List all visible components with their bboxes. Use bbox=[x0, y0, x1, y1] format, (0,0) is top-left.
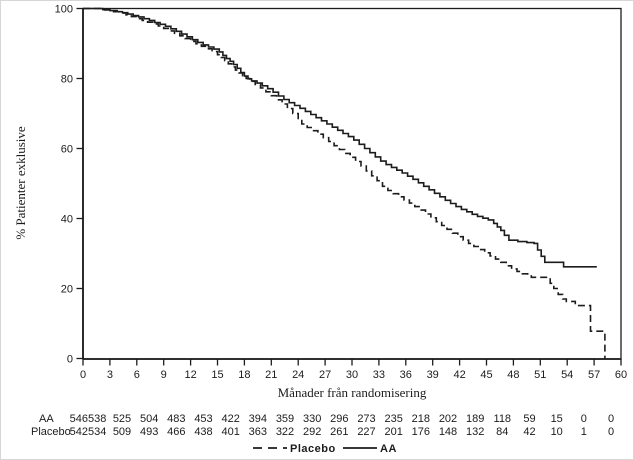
x-tick-label: 3 bbox=[107, 369, 113, 381]
risk-row-label-placebo: Placebo bbox=[31, 426, 71, 438]
risk-count-placebo: 509 bbox=[113, 426, 131, 438]
risk-row-label-aa: AA bbox=[39, 413, 54, 425]
risk-count-aa: 483 bbox=[167, 413, 185, 425]
risk-count-placebo: 493 bbox=[140, 426, 158, 438]
risk-count-aa: 453 bbox=[194, 413, 212, 425]
x-tick-label: 0 bbox=[80, 369, 86, 381]
x-tick-label: 21 bbox=[265, 369, 277, 381]
x-tick-label: 39 bbox=[427, 369, 439, 381]
chart-legend: Placebo AA bbox=[253, 443, 397, 455]
risk-count-aa: 235 bbox=[385, 413, 403, 425]
x-tick-label: 30 bbox=[346, 369, 358, 381]
y-tick-label: 80 bbox=[61, 74, 73, 86]
risk-count-placebo: 42 bbox=[523, 426, 535, 438]
x-tick-label: 24 bbox=[292, 369, 304, 381]
y-tick-label: 40 bbox=[61, 214, 73, 226]
risk-count-aa: 330 bbox=[303, 413, 321, 425]
risk-count-placebo: 438 bbox=[194, 426, 212, 438]
risk-count-aa: 218 bbox=[412, 413, 430, 425]
y-axis-ticks: 0 20 40 60 80 100 bbox=[55, 4, 83, 366]
risk-count-placebo: 292 bbox=[303, 426, 321, 438]
risk-count-placebo: 542534 bbox=[70, 426, 107, 438]
risk-count-aa: 296 bbox=[330, 413, 348, 425]
x-tick-label: 6 bbox=[134, 369, 140, 381]
risk-count-placebo: 10 bbox=[551, 426, 563, 438]
risk-count-aa: 189 bbox=[466, 413, 484, 425]
risk-count-aa: 359 bbox=[276, 413, 294, 425]
risk-count-placebo: 84 bbox=[496, 426, 508, 438]
y-tick-label: 60 bbox=[61, 144, 73, 156]
x-tick-label: 54 bbox=[561, 369, 573, 381]
risk-count-placebo: 401 bbox=[222, 426, 240, 438]
aa-curve bbox=[83, 7, 597, 268]
x-tick-label: 12 bbox=[184, 369, 196, 381]
x-tick-label: 57 bbox=[588, 369, 600, 381]
x-tick-label: 60 bbox=[615, 369, 627, 381]
risk-count-aa: 273 bbox=[357, 413, 375, 425]
legend-label-aa: AA bbox=[380, 443, 397, 455]
risk-count-placebo: 322 bbox=[276, 426, 294, 438]
x-axis-title: Månader från randomisering bbox=[278, 385, 427, 400]
x-tick-label: 48 bbox=[507, 369, 519, 381]
risk-count-aa: 546538 bbox=[70, 413, 107, 425]
legend-label-placebo: Placebo bbox=[290, 443, 336, 455]
risk-count-placebo: 148 bbox=[439, 426, 457, 438]
risk-count-aa: 525 bbox=[113, 413, 131, 425]
y-tick-label: 0 bbox=[67, 354, 73, 366]
x-tick-label: 15 bbox=[211, 369, 223, 381]
risk-count-aa: 394 bbox=[249, 413, 267, 425]
risk-count-placebo: 227 bbox=[357, 426, 375, 438]
risk-count-placebo: 201 bbox=[385, 426, 403, 438]
x-tick-label: 18 bbox=[238, 369, 250, 381]
risk-count-aa: 0 bbox=[581, 413, 587, 425]
x-tick-label: 45 bbox=[480, 369, 492, 381]
y-tick-label: 100 bbox=[55, 4, 73, 16]
risk-count-aa: 422 bbox=[222, 413, 240, 425]
plot-box bbox=[82, 7, 622, 360]
survival-curves bbox=[83, 7, 606, 359]
risk-count-placebo: 132 bbox=[466, 426, 484, 438]
y-axis-title: % Patienter exklusive bbox=[13, 126, 28, 240]
x-tick-label: 36 bbox=[400, 369, 412, 381]
risk-count-values: 546538 525 504 483 453 422 394 359 330 296 273 235 2… bbox=[70, 413, 614, 438]
risk-count-aa: 59 bbox=[523, 413, 535, 425]
numbers-at-risk-table: AA Placebo 546538 525 504 483 453 422 394 359 33… bbox=[31, 413, 614, 438]
risk-count-aa: 118 bbox=[494, 413, 512, 425]
risk-count-aa: 504 bbox=[140, 413, 158, 425]
risk-count-placebo: 1 bbox=[581, 426, 587, 438]
x-axis-ticks: 0 3 6 9 12 15 18 21 24 27 30 33 36 39 42 45 48 51 54 57 60 bbox=[80, 359, 627, 381]
y-tick-label: 20 bbox=[61, 284, 73, 296]
placebo-curve bbox=[83, 7, 606, 359]
risk-count-aa: 0 bbox=[608, 413, 614, 425]
x-tick-label: 51 bbox=[534, 369, 546, 381]
risk-count-placebo: 0 bbox=[608, 426, 614, 438]
risk-count-placebo: 176 bbox=[412, 426, 430, 438]
risk-count-aa: 202 bbox=[439, 413, 457, 425]
x-tick-label: 27 bbox=[319, 369, 331, 381]
risk-count-placebo: 363 bbox=[249, 426, 267, 438]
x-tick-label: 9 bbox=[161, 369, 167, 381]
risk-count-aa: 15 bbox=[551, 413, 563, 425]
x-tick-label: 33 bbox=[373, 369, 385, 381]
x-tick-label: 42 bbox=[453, 369, 465, 381]
risk-count-placebo: 466 bbox=[167, 426, 185, 438]
risk-count-placebo: 261 bbox=[330, 426, 348, 438]
